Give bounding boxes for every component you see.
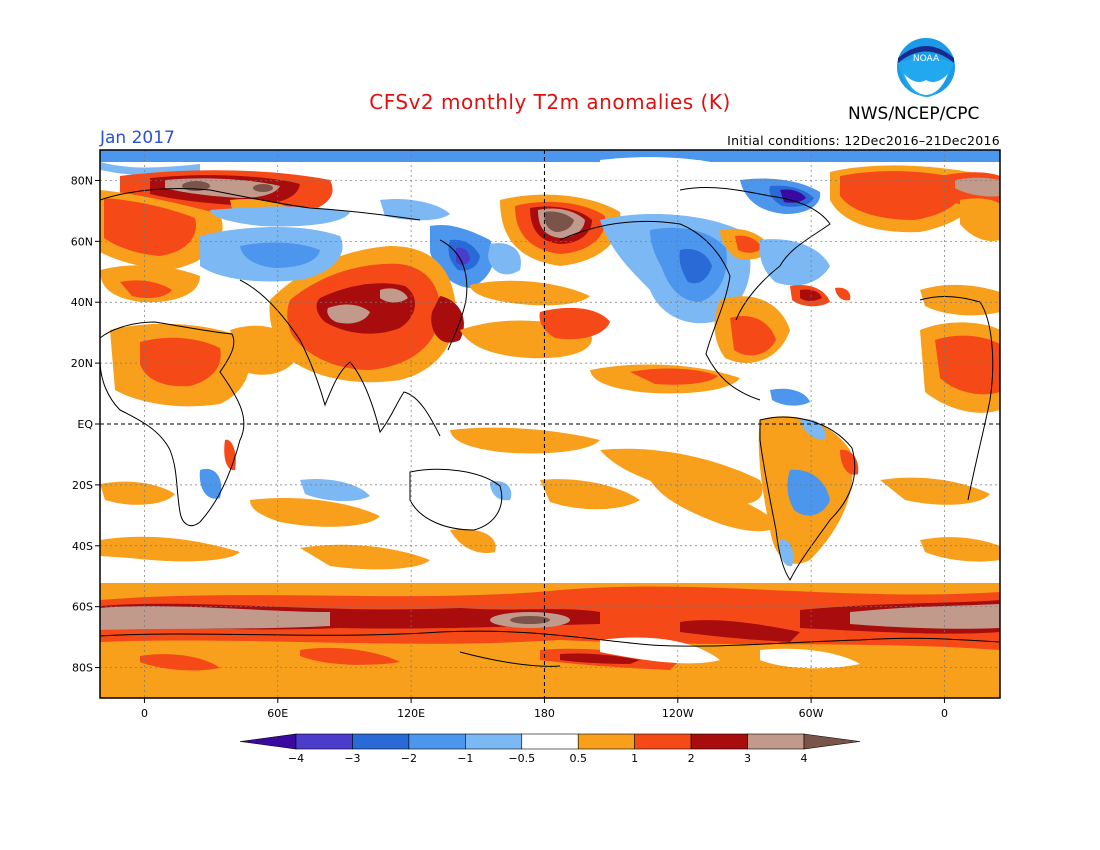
- lat-label: 40S: [72, 540, 93, 553]
- lon-label: 0: [941, 707, 948, 720]
- colorbar-bin: [747, 733, 805, 750]
- lon-label: 0: [141, 707, 148, 720]
- colorbar-bin: [465, 733, 523, 750]
- colorbar-tick-label: −2: [401, 752, 417, 765]
- colorbar-tick-label: −4: [288, 752, 304, 765]
- valid-month: Jan 2017: [100, 128, 175, 148]
- colorbar-bin: [352, 733, 410, 750]
- colorbar-bin: [577, 733, 635, 750]
- figure-title: CFSv2 monthly T2m anomalies (K): [369, 90, 731, 114]
- lat-label: 80N: [71, 174, 93, 187]
- lat-label: 20S: [72, 479, 93, 492]
- lat-label: EQ: [77, 418, 93, 431]
- lat-label: 80S: [72, 662, 93, 675]
- colorbar-tick-label: 0.5: [569, 752, 587, 765]
- lat-label: 60S: [72, 601, 93, 614]
- colorbar-bin: [408, 733, 466, 750]
- colorbar-min-arrow: [239, 733, 297, 750]
- colorbar-tick-label: −0.5: [508, 752, 535, 765]
- lon-label: 60W: [799, 707, 824, 720]
- colorbar-tick-label: 3: [744, 752, 751, 765]
- lon-label: 120E: [397, 707, 425, 720]
- lat-label: 20N: [71, 357, 93, 370]
- colorbar-max-arrow: [803, 733, 861, 750]
- lon-label: 180: [534, 707, 555, 720]
- colorbar-bin: [295, 733, 353, 750]
- colorbar-tick-label: 1: [631, 752, 638, 765]
- longitude-labels: 0 60E 120E 180 120W 60W 0: [141, 698, 948, 720]
- colorbar-tick-label: −1: [457, 752, 473, 765]
- map-grid: [100, 150, 1000, 698]
- agency-label: NWS/NCEP/CPC: [848, 104, 980, 124]
- noaa-logo-text: NOAA: [913, 54, 940, 64]
- colorbar-tick-label: −3: [344, 752, 360, 765]
- colorbar-tick-label: 4: [801, 752, 808, 765]
- colorbar-tick-label: 2: [688, 752, 695, 765]
- lat-label: 60N: [71, 235, 93, 248]
- colorbar: −4 −3 −2 −1 −0.5 0.5 1 2 3 4: [239, 733, 861, 765]
- lon-label: 60E: [267, 707, 288, 720]
- noaa-logo: NOAA: [895, 36, 957, 98]
- initial-conditions: Initial conditions: 12Dec2016–21Dec2016: [727, 133, 1000, 148]
- colorbar-bin: [690, 733, 748, 750]
- anomaly-field: [100, 150, 1000, 698]
- colorbar-bin: [521, 733, 579, 750]
- coastlines: [100, 187, 1000, 667]
- colorbar-bin: [634, 733, 692, 750]
- lon-label: 120W: [662, 707, 694, 720]
- lat-label: 40N: [71, 296, 93, 309]
- latitude-labels: 80N 60N 40N 20N EQ 20S 40S 60S 80S: [71, 174, 100, 675]
